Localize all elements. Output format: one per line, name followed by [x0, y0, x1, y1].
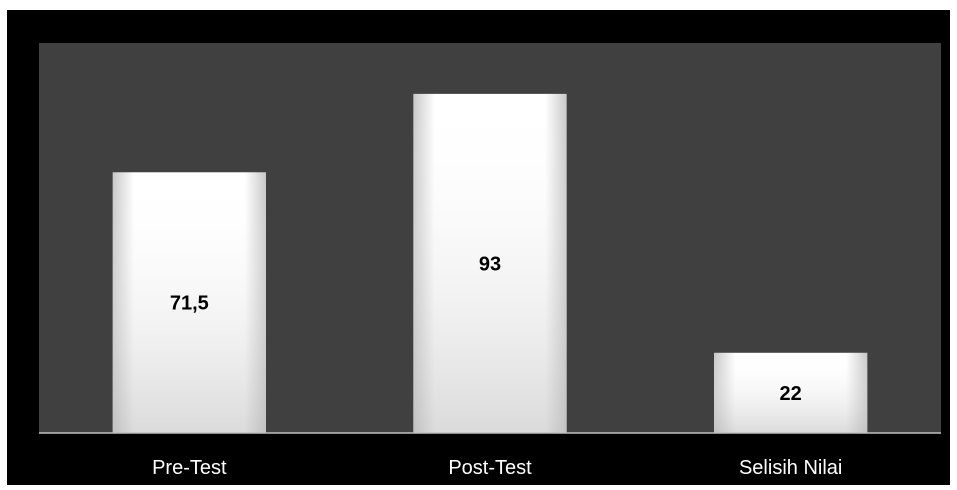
data-label: 71,5 [170, 293, 209, 315]
data-label: 22 [780, 383, 802, 405]
bar-shade [112, 172, 267, 433]
data-labels-group: 71,5 93 22 [170, 253, 802, 404]
bar-shade [413, 93, 567, 434]
x-tick-label: Selisih Nilai [739, 457, 842, 479]
bars-group [112, 93, 868, 434]
x-tick-label: Pre-Test [152, 457, 227, 479]
data-label: 93 [479, 253, 501, 275]
tick-labels-group: Pre-Test Post-Test Selisih Nilai [152, 457, 842, 479]
x-tick-label: Post-Test [448, 457, 532, 479]
bar-shade [713, 352, 868, 433]
